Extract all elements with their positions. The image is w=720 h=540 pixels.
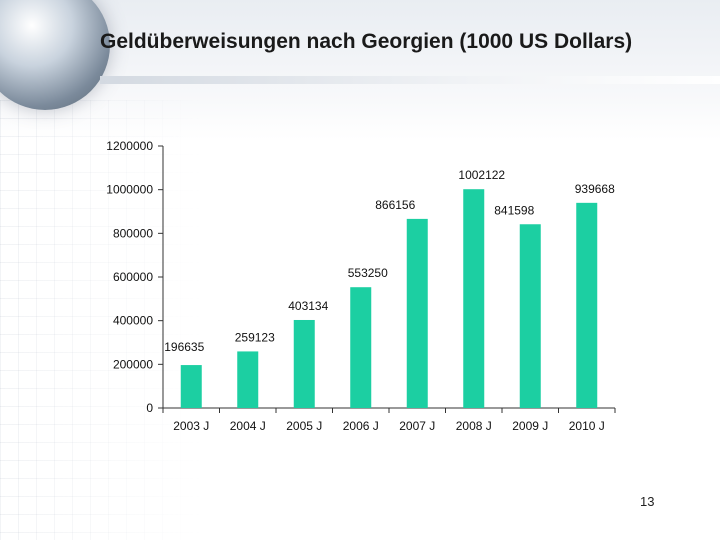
bar <box>180 365 202 408</box>
x-tick-label: 2004 J <box>230 419 266 433</box>
y-tick-label: 200000 <box>113 357 153 371</box>
x-tick-label: 2010 J <box>569 419 605 433</box>
data-label: 403134 <box>288 299 328 313</box>
title-divider <box>100 76 720 84</box>
data-label: 259123 <box>235 330 275 344</box>
data-label: 841598 <box>494 203 534 217</box>
y-tick-label: 1000000 <box>106 183 153 197</box>
y-tick-label: 400000 <box>113 314 153 328</box>
slide-title: Geldüberweisungen nach Georgien (1000 US… <box>100 30 633 53</box>
data-label: 196635 <box>164 340 204 354</box>
bar <box>293 319 315 408</box>
x-tick-label: 2006 J <box>343 419 379 433</box>
x-tick-label: 2008 J <box>456 419 492 433</box>
x-tick-label: 2007 J <box>399 419 435 433</box>
x-tick-label: 2005 J <box>286 419 322 433</box>
bar <box>463 189 485 408</box>
bar <box>519 224 541 408</box>
decorative-grid <box>0 100 200 540</box>
data-label: 866156 <box>375 198 415 212</box>
bar <box>350 287 372 408</box>
y-tick-label: 600000 <box>113 270 153 284</box>
bar <box>406 218 428 408</box>
bar <box>237 351 259 408</box>
y-tick-label: 800000 <box>113 226 153 240</box>
page-number: 13 <box>640 494 655 509</box>
y-tick-label: 0 <box>146 401 153 415</box>
bar <box>576 202 598 408</box>
x-tick-label: 2009 J <box>512 419 548 433</box>
data-label: 939668 <box>575 182 615 196</box>
data-label: 553250 <box>348 266 388 280</box>
x-tick-label: 2003 J <box>173 419 209 433</box>
data-label: 1002122 <box>458 168 505 182</box>
y-tick-label: 1200000 <box>106 139 153 153</box>
